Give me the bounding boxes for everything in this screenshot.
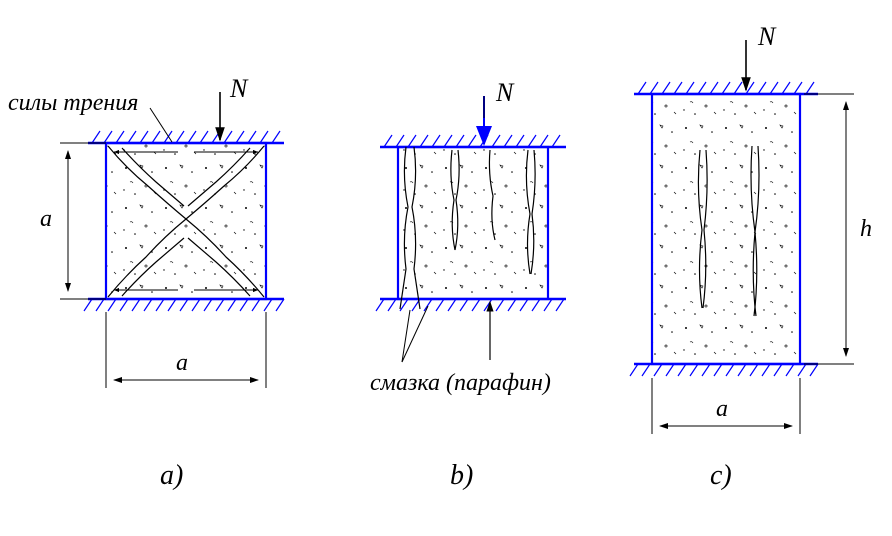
diagram-b: [376, 96, 566, 362]
dim-a-c: a: [716, 396, 728, 423]
hatch-top-a: [92, 131, 280, 143]
dim-h: h: [860, 216, 872, 243]
hatch-top-b: [384, 135, 560, 147]
annotation-friction: силы трения: [8, 90, 138, 117]
hatch-bot-a: [84, 299, 284, 311]
dim-a-bottom: a: [176, 350, 188, 377]
diagram-c: [630, 40, 854, 434]
hatch-bot-c: [630, 364, 818, 376]
dim-left-a: [60, 143, 106, 299]
hatch-top-c: [638, 82, 814, 94]
force-label-c: N: [758, 22, 775, 52]
dim-right-c: [804, 94, 854, 364]
engineering-diagram: [0, 0, 892, 536]
caption-a: a): [160, 460, 183, 492]
prism-c: [652, 94, 800, 364]
diagram-a: [60, 92, 284, 388]
force-label-b: N: [496, 78, 513, 108]
dim-a-left: a: [40, 206, 52, 233]
hatch-bot-b: [376, 299, 564, 311]
cube-b: [398, 147, 548, 299]
annotation-lube: смазка (парафин): [370, 370, 551, 397]
cube-a: [106, 143, 266, 299]
annotation-pointer-a: [150, 108, 172, 142]
caption-c: c): [710, 460, 732, 492]
force-label-a: N: [230, 74, 247, 104]
caption-b: b): [450, 460, 473, 492]
